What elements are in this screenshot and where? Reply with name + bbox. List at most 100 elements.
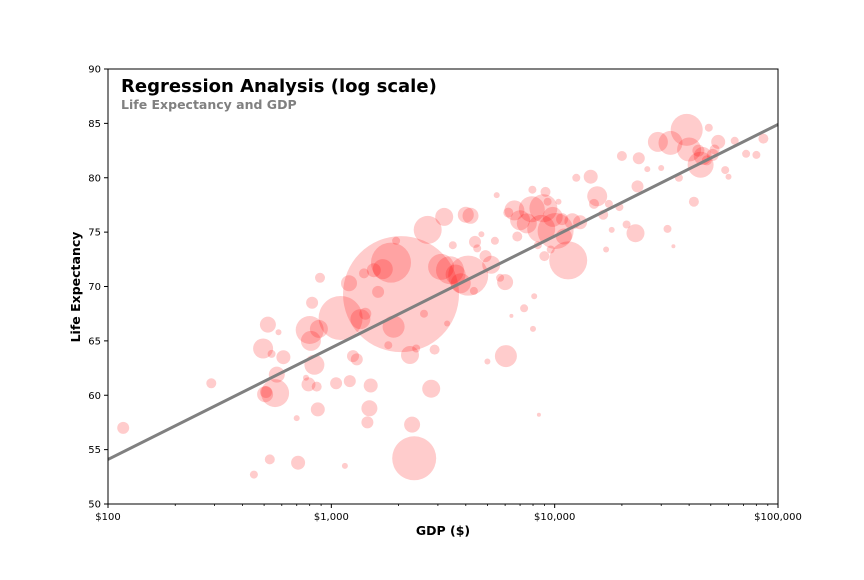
- data-point: [527, 214, 556, 243]
- data-point: [631, 180, 644, 193]
- data-point: [372, 285, 385, 298]
- data-point: [730, 136, 739, 145]
- data-point: [540, 186, 551, 197]
- plot-area: [108, 69, 778, 504]
- data-point: [347, 350, 359, 363]
- data-point: [721, 166, 730, 175]
- data-point: [420, 309, 428, 318]
- data-point: [572, 173, 581, 182]
- data-point: [275, 329, 282, 336]
- data-point: [504, 200, 525, 221]
- data-point: [448, 255, 489, 296]
- data-point: [542, 206, 563, 227]
- data-point: [330, 377, 343, 390]
- data-point: [587, 186, 608, 207]
- data-point: [303, 374, 309, 381]
- data-point: [509, 313, 514, 318]
- y-tick-label: 70: [88, 282, 101, 293]
- data-point: [494, 345, 517, 368]
- data-point: [626, 224, 645, 243]
- y-tick-label: 85: [88, 119, 101, 130]
- data-point: [291, 455, 306, 470]
- data-point: [295, 316, 324, 344]
- data-point: [253, 338, 274, 359]
- data-point: [531, 293, 538, 300]
- data-point: [583, 169, 598, 184]
- data-point: [479, 250, 492, 263]
- data-point: [392, 236, 401, 245]
- data-point: [622, 220, 631, 229]
- data-point: [311, 381, 322, 392]
- x-tick-label: $100: [95, 512, 120, 523]
- data-point: [692, 144, 705, 157]
- data-point: [704, 123, 713, 132]
- data-point: [647, 131, 668, 152]
- data-point: [518, 196, 545, 223]
- data-point: [301, 377, 316, 392]
- data-point: [371, 242, 411, 283]
- y-tick-label: 50: [88, 500, 101, 511]
- data-point: [758, 133, 769, 144]
- data-point: [401, 346, 419, 364]
- data-point: [361, 416, 374, 429]
- y-tick-label: 90: [88, 65, 101, 76]
- data-point: [350, 353, 363, 366]
- data-point: [315, 272, 325, 283]
- data-point: [530, 325, 536, 332]
- data-point: [310, 402, 325, 417]
- data-point: [359, 268, 369, 279]
- x-tick-label: $100,000: [754, 512, 802, 523]
- data-point: [658, 165, 665, 171]
- data-point: [549, 241, 588, 280]
- data-point: [428, 253, 455, 280]
- data-point: [382, 315, 405, 338]
- y-tick-label: 55: [88, 445, 101, 456]
- chart-subtitle: Life Expectancy and GDP: [121, 97, 297, 112]
- data-point: [361, 400, 378, 417]
- data-point: [688, 196, 699, 207]
- y-tick-label: 60: [88, 391, 101, 402]
- data-point: [529, 194, 558, 223]
- data-point: [363, 378, 378, 393]
- data-point: [462, 207, 479, 224]
- data-point: [496, 273, 505, 282]
- data-point: [711, 134, 726, 149]
- data-point: [478, 231, 485, 238]
- data-point: [725, 173, 732, 180]
- data-point: [742, 149, 751, 158]
- data-point: [350, 309, 371, 330]
- data-point: [608, 226, 615, 233]
- data-point: [412, 344, 421, 353]
- data-point: [663, 224, 672, 233]
- data-point: [306, 296, 319, 309]
- data-point: [429, 344, 440, 355]
- data-point: [493, 192, 500, 199]
- data-point: [206, 378, 217, 389]
- data-point: [543, 197, 552, 206]
- data-point: [484, 358, 491, 365]
- data-point: [603, 246, 610, 253]
- data-point: [528, 185, 537, 194]
- data-point: [366, 263, 381, 278]
- data-point: [359, 307, 372, 320]
- data-point: [341, 275, 357, 292]
- data-point: [555, 198, 562, 205]
- data-point: [264, 454, 275, 465]
- data-point: [435, 207, 454, 226]
- data-point: [539, 251, 550, 262]
- data-point: [404, 416, 421, 433]
- data-point: [536, 412, 541, 417]
- data-point: [546, 245, 555, 254]
- data-point: [300, 330, 321, 351]
- data-point: [293, 415, 300, 422]
- data-point: [516, 213, 537, 234]
- x-axis: $100 $1,000 $10,000 $100,000: [95, 504, 802, 523]
- data-point: [497, 274, 514, 291]
- data-point: [422, 379, 441, 398]
- data-point: [469, 286, 478, 295]
- data-point: [670, 113, 703, 146]
- data-point: [343, 236, 459, 353]
- data-point: [510, 210, 531, 231]
- data-point: [259, 316, 276, 333]
